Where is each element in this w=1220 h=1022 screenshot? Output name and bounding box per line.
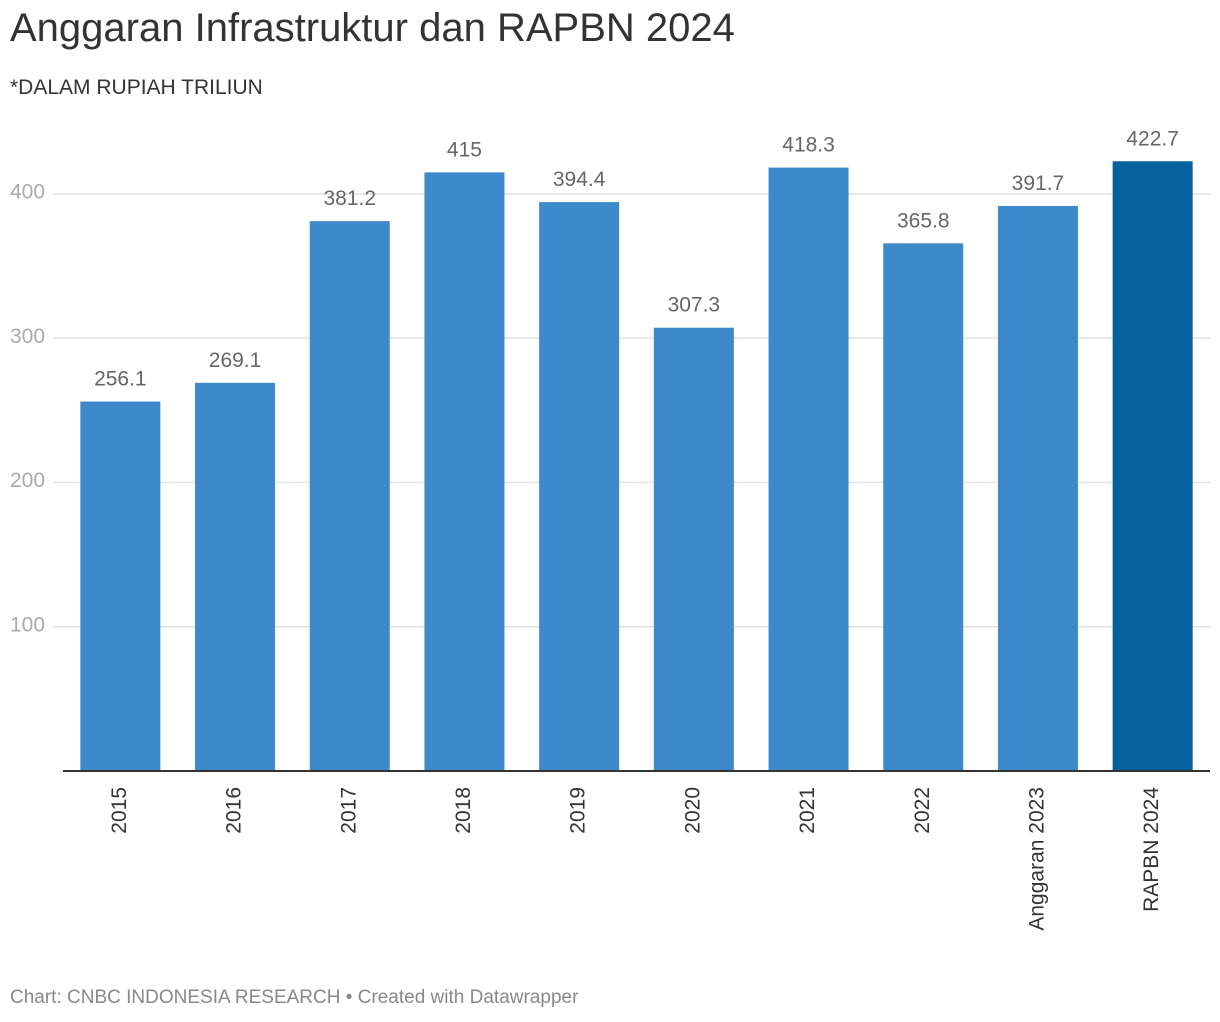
y-axis-ticks: 100 200 300 400	[10, 181, 45, 637]
value-label-2022: 365.8	[897, 209, 950, 232]
bars	[63, 161, 1210, 772]
x-label-2018: 2018	[452, 787, 475, 834]
bar-chart: 256.1 269.1 381.2 415 394.4 307.3 418.3 365.8 39…	[8, 127, 1210, 931]
bar-anggaran-2023	[997, 205, 1078, 771]
bar-2018	[424, 172, 505, 772]
x-label-anggaran-2023: Anggaran 2023	[1025, 787, 1048, 931]
bar-2020	[653, 327, 734, 771]
footer-source: Chart: CNBC INDONESIA RESEARCH	[10, 987, 341, 1008]
value-label-2019: 394.4	[553, 168, 606, 191]
x-label-2020: 2020	[681, 787, 704, 834]
y-tick-label-200: 200	[10, 469, 45, 492]
value-label-2017: 381.2	[323, 187, 376, 210]
y-tick-label-100: 100	[10, 613, 45, 636]
y-tick-label-300: 300	[10, 325, 45, 348]
bar-2021	[768, 167, 849, 772]
value-label-2020: 307.3	[668, 294, 721, 317]
chart-title: Anggaran Infrastruktur dan RAPBN 2024	[10, 6, 735, 50]
y-tick-backing-300	[8, 326, 54, 351]
bar-2022	[883, 243, 964, 771]
bar-2019	[539, 202, 620, 771]
x-label-rapbn-2024: RAPBN 2024	[1140, 787, 1163, 912]
footer-separator: •	[345, 987, 353, 1008]
x-axis-labels: 2015 2016 2017 2018 2019 2020 2021 2022 Anggaran…	[108, 787, 1163, 931]
x-label-2019: 2019	[567, 787, 590, 834]
footer-created: Created with Datawrapper	[357, 987, 579, 1008]
x-label-2021: 2021	[796, 787, 819, 834]
value-labels: 256.1 269.1 381.2 415 394.4 307.3 418.3 365.8 39…	[94, 127, 1179, 390]
value-label-rapbn-2024: 422.7	[1126, 127, 1179, 150]
y-tick-backing-200	[8, 470, 54, 495]
value-label-2016: 269.1	[209, 349, 262, 372]
x-label-2016: 2016	[223, 787, 246, 834]
bar-2016	[195, 382, 276, 771]
y-tick-backing-100	[8, 614, 54, 639]
bar-2017	[309, 221, 390, 771]
value-label-2021: 418.3	[782, 134, 835, 157]
chart-footer: Chart: CNBC INDONESIA RESEARCH • Created…	[10, 986, 578, 1010]
y-tick-label-400: 400	[10, 181, 45, 204]
y-tick-backing-400	[8, 182, 54, 206]
x-label-2017: 2017	[337, 787, 360, 834]
x-label-2022: 2022	[911, 787, 934, 834]
value-label-anggaran-2023: 391.7	[1012, 172, 1065, 195]
chart-subtitle: *DALAM RUPIAH TRILIUN	[10, 76, 263, 99]
x-label-2015: 2015	[108, 787, 131, 834]
value-label-2015: 256.1	[94, 368, 147, 391]
bar-rapbn-2024	[1112, 161, 1193, 771]
bar-2015	[80, 401, 161, 771]
value-label-2018: 415	[447, 138, 482, 161]
